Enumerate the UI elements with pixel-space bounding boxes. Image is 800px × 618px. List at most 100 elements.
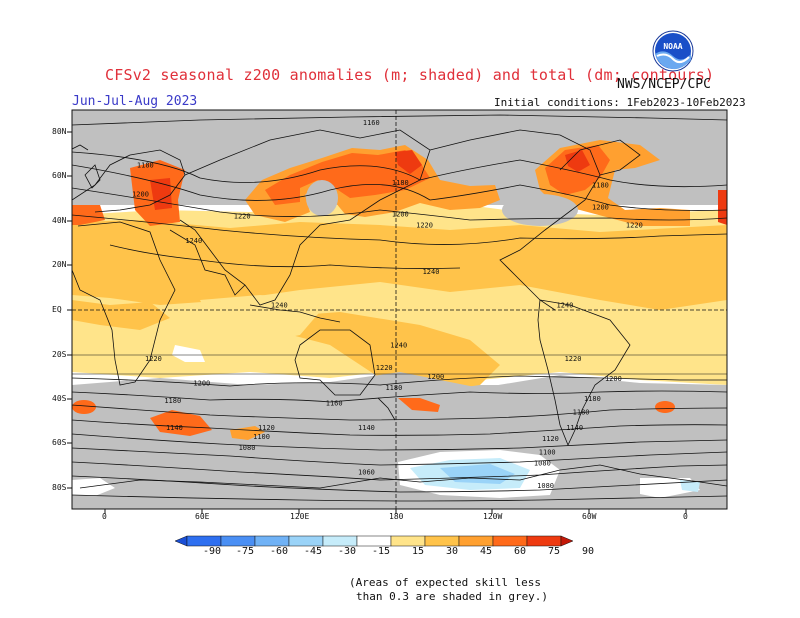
skill-note: (Areas of expected skill less than 0.3 a… bbox=[349, 576, 548, 604]
colorbar-segment bbox=[492, 535, 528, 547]
colorbar-segment bbox=[356, 535, 392, 547]
lat-label-20n: 20N bbox=[52, 260, 67, 269]
anomaly-60-75-southatlantic bbox=[655, 401, 675, 413]
contour-label-bg bbox=[565, 423, 585, 431]
contour-label-bg bbox=[537, 447, 557, 455]
contour-label-bg bbox=[184, 236, 204, 244]
contour-label-bg bbox=[532, 459, 552, 467]
colorbar-label: -60 bbox=[270, 546, 289, 557]
contour-label: 1240 bbox=[390, 342, 407, 350]
lon-label-120w: 120W bbox=[483, 512, 503, 521]
contour-label: 1240 bbox=[557, 302, 574, 310]
anomaly-white-antarctic bbox=[398, 450, 560, 498]
contour-label-bg bbox=[571, 407, 591, 415]
contour-label: 1240 bbox=[271, 302, 288, 310]
contour-label: 1220 bbox=[376, 364, 393, 372]
colorbar-label: 45 bbox=[480, 546, 493, 557]
contour-label: 1200 bbox=[392, 210, 409, 218]
colorbar-label: 15 bbox=[412, 546, 425, 557]
lon-label-120e: 120E bbox=[290, 512, 310, 521]
anomaly-75-90-atlantic bbox=[565, 150, 590, 172]
contour-label: 1060 bbox=[358, 468, 375, 476]
colorbar-segment bbox=[424, 535, 460, 547]
contour-label: 1220 bbox=[416, 221, 433, 229]
lat-tick-marks bbox=[67, 131, 72, 489]
colorbar-segment bbox=[254, 535, 290, 547]
contour-label-bg bbox=[237, 443, 257, 451]
contour-label-bg bbox=[374, 363, 394, 371]
map-frame bbox=[71, 109, 728, 510]
lon-label-180: 180 bbox=[389, 512, 404, 521]
contour-label: 1080 bbox=[534, 460, 551, 468]
anomaly-30-45-africa bbox=[72, 300, 170, 330]
contour-label-bg bbox=[540, 434, 560, 442]
contour-label: 1200 bbox=[605, 375, 622, 383]
contour-label: 1200 bbox=[193, 379, 210, 387]
contour-label-bg bbox=[384, 383, 404, 391]
colorbar-label: 60 bbox=[514, 546, 527, 557]
contour-label-bg bbox=[563, 354, 583, 362]
lat-label-20s: 20S bbox=[52, 350, 67, 359]
contour-label: 1120 bbox=[258, 424, 275, 432]
colorbar-segment bbox=[322, 535, 358, 547]
contour-label-bg bbox=[143, 354, 163, 362]
anomaly-45-60-europe bbox=[130, 160, 185, 226]
contour-label: 1140 bbox=[166, 424, 183, 432]
contour-label: 1140 bbox=[566, 424, 583, 432]
contour-label-bg bbox=[192, 378, 212, 386]
anomaly-45-60-south-indian-b bbox=[230, 426, 265, 440]
contour-label-bg bbox=[536, 481, 556, 489]
anomaly-neg15-30 bbox=[410, 458, 530, 490]
contour-label-bg bbox=[390, 178, 410, 186]
colorbar-label: -75 bbox=[236, 546, 255, 557]
colorbar bbox=[175, 535, 574, 547]
contour-label: 1160 bbox=[363, 119, 380, 127]
height-contours bbox=[72, 114, 727, 502]
initial-conditions-label: Initial conditions: 1Feb2023-10Feb2023 bbox=[494, 96, 746, 109]
colorbar-right-arrow bbox=[560, 535, 574, 547]
lat-label-60s: 60S bbox=[52, 438, 67, 447]
contour-label-bg bbox=[389, 341, 409, 349]
anomaly-45-60-westatl bbox=[72, 205, 105, 225]
agency-label: NWS/NCEP/CPC bbox=[617, 77, 711, 92]
contour-label: 1080 bbox=[239, 444, 256, 452]
anomaly-white-se bbox=[640, 478, 700, 498]
low-skill-grey-area bbox=[72, 110, 727, 509]
contour-labels: 1160 1180 1200 1220 1240 1180 1200 1220 1240 1180… bbox=[132, 118, 643, 490]
colorbar-label: -30 bbox=[338, 546, 357, 557]
contour-label-bg bbox=[390, 209, 410, 217]
coastlines bbox=[72, 129, 727, 489]
contour-label-bg bbox=[590, 180, 610, 188]
contour-label: 1200 bbox=[427, 373, 444, 381]
contour-label: 1240 bbox=[185, 237, 202, 245]
contour-label-bg bbox=[426, 372, 446, 380]
atlantic-grey-hole bbox=[502, 194, 578, 226]
contour-label: 1180 bbox=[385, 384, 402, 392]
contour-label: 1220 bbox=[234, 213, 251, 221]
colorbar-label: -15 bbox=[372, 546, 391, 557]
lon-label-60w: 60W bbox=[582, 512, 597, 521]
contour-label: 1180 bbox=[592, 181, 609, 189]
contour-label-bg bbox=[356, 423, 376, 431]
contour-label: 1220 bbox=[626, 221, 643, 229]
contour-label: 1180 bbox=[584, 395, 601, 403]
anomaly-light-blue-se bbox=[680, 480, 700, 492]
skill-note-line2: than 0.3 are shaded in grey.) bbox=[356, 590, 549, 603]
contour-label-bg bbox=[582, 394, 602, 402]
contour-label-bg bbox=[361, 118, 381, 126]
noaa-logo-icon: NOAA bbox=[652, 30, 694, 72]
contour-label-bg bbox=[324, 398, 344, 406]
anomaly-45-60-eastedge bbox=[718, 190, 727, 225]
contour-label: 1220 bbox=[565, 355, 582, 363]
contour-label-bg bbox=[252, 432, 272, 440]
contour-label-bg bbox=[269, 301, 289, 309]
contour-label-bg bbox=[590, 203, 610, 211]
colorbar-label: 30 bbox=[446, 546, 459, 557]
anomaly-30-45-south bbox=[260, 312, 500, 392]
contour-label: 1220 bbox=[145, 355, 162, 363]
contour-label-bg bbox=[135, 160, 155, 168]
anomaly-30-45-southwest bbox=[72, 400, 96, 414]
anomaly-neg30-45 bbox=[440, 464, 515, 484]
lat-label-eq: EQ bbox=[52, 305, 62, 314]
map-title: CFSv2 seasonal z200 anomalies (m; shaded… bbox=[105, 66, 715, 84]
